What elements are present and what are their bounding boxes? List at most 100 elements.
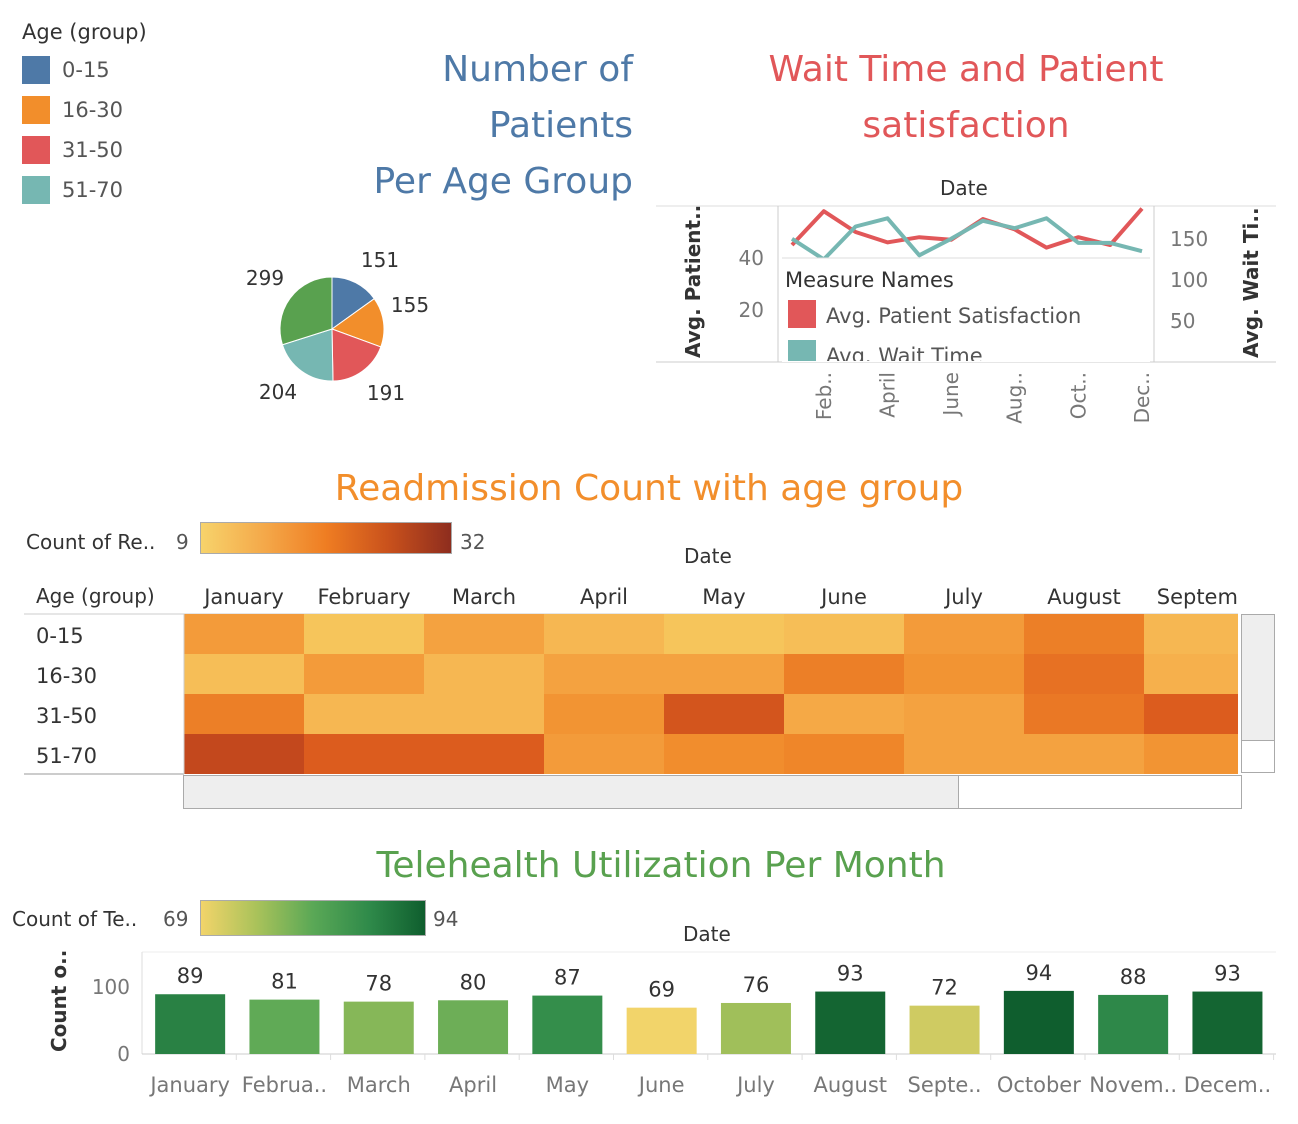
heatmap-cell[interactable] xyxy=(664,694,784,734)
heatmap-cell[interactable] xyxy=(1144,734,1264,774)
telehealth-bar[interactable] xyxy=(1098,994,1169,1054)
heatmap-cell[interactable] xyxy=(784,654,904,694)
heatmap-cell[interactable] xyxy=(664,614,784,654)
heatmap-cell[interactable] xyxy=(784,694,904,734)
heatmap-column-header: March xyxy=(452,585,516,609)
pie-slice[interactable] xyxy=(331,276,375,330)
vertical-scroll-thumb[interactable] xyxy=(1242,615,1274,741)
heatmap-cell[interactable] xyxy=(664,734,784,774)
heatmap-cell[interactable] xyxy=(664,654,784,694)
telehealth-bar-chart: Count o.. 0 100 89 January 81 Februa.. 78 March… xyxy=(47,950,1276,1097)
heatmap-vertical-scrollbar[interactable] xyxy=(1241,614,1275,773)
heatmap-cell[interactable] xyxy=(184,654,304,694)
heatmap-column-header: April xyxy=(580,585,628,609)
legend-item-51-70[interactable]: 51-70 xyxy=(22,170,147,210)
heatmap-cell[interactable] xyxy=(904,694,1024,734)
telehealth-bar[interactable] xyxy=(249,999,320,1054)
bar-value-label: 87 xyxy=(554,966,581,990)
legend-item-0-15[interactable]: 0-15 xyxy=(22,50,147,90)
heatmap-row-header: 0-15 xyxy=(36,624,84,648)
heatmap-cell[interactable] xyxy=(184,694,304,734)
telehealth-bar[interactable] xyxy=(720,1002,791,1054)
pie-slice[interactable] xyxy=(279,276,333,346)
legend-label: 16-30 xyxy=(62,98,124,122)
telehealth-chart-title: Telehealth Utilization Per Month xyxy=(376,845,946,886)
heatmap-cell[interactable] xyxy=(304,694,424,734)
readmission-color-ramp xyxy=(200,522,452,554)
telehealth-bar[interactable] xyxy=(909,1005,980,1054)
heatmap-cell[interactable] xyxy=(904,654,1024,694)
bar-value-label: 80 xyxy=(460,970,487,994)
telehealth-bar[interactable] xyxy=(1003,990,1074,1054)
heatmap-cell[interactable] xyxy=(424,654,544,694)
heatmap-cell[interactable] xyxy=(1024,734,1144,774)
legend-label-wait[interactable]: Avg. Wait Time xyxy=(826,344,983,368)
heatmap-cell[interactable] xyxy=(1024,694,1144,734)
heatmap-cell[interactable] xyxy=(784,614,904,654)
telehealth-bar[interactable] xyxy=(532,995,603,1054)
x-axis-tick: Aug.. xyxy=(1003,372,1027,424)
bar-value-label: 69 xyxy=(648,978,675,1002)
heatmap-cell[interactable] xyxy=(304,734,424,774)
heatmap-cell[interactable] xyxy=(1144,694,1264,734)
heatmap-cell[interactable] xyxy=(304,614,424,654)
heatmap-cell[interactable] xyxy=(544,734,664,774)
pie-slice[interactable] xyxy=(281,328,334,382)
bar-value-label: 94 xyxy=(1025,961,1052,985)
heatmap-cell[interactable] xyxy=(1144,614,1264,654)
telehealth-legend-max: 94 xyxy=(433,907,459,931)
patients-title-line3: Per Age Group xyxy=(373,161,634,202)
x-axis-tick: May xyxy=(546,1073,589,1097)
telehealth-legend-min: 69 xyxy=(163,907,189,931)
telehealth-bar[interactable] xyxy=(815,991,886,1054)
telehealth-bar[interactable] xyxy=(1192,991,1263,1054)
heatmap-cell[interactable] xyxy=(424,694,544,734)
legend-item-31-50[interactable]: 31-50 xyxy=(22,130,147,170)
legend-label-satisfaction[interactable]: Avg. Patient Satisfaction xyxy=(826,304,1081,328)
series-line[interactable] xyxy=(790,216,1143,262)
legend-label: 31-50 xyxy=(62,138,124,162)
heatmap-cell[interactable] xyxy=(1024,654,1144,694)
heatmap-horizontal-scrollbar[interactable] xyxy=(183,775,1242,809)
telehealth-bar[interactable] xyxy=(438,1000,509,1054)
legend-item-16-30[interactable]: 16-30 xyxy=(22,90,147,130)
patients-title-line1: Number of xyxy=(442,49,633,90)
bar-value-label: 78 xyxy=(365,972,392,996)
x-axis-tick: Septe.. xyxy=(908,1073,982,1097)
heatmap-cell[interactable] xyxy=(184,614,304,654)
heatmap-cell[interactable] xyxy=(184,734,304,774)
heatmap-cell[interactable] xyxy=(424,614,544,654)
heatmap-cell[interactable] xyxy=(784,734,904,774)
telehealth-bar[interactable] xyxy=(626,1007,697,1054)
telehealth-bar[interactable] xyxy=(155,994,226,1054)
heatmap-cell[interactable] xyxy=(904,734,1024,774)
heatmap-cell[interactable] xyxy=(1144,654,1264,694)
pie-slice-label: 191 xyxy=(367,381,405,405)
heatmap-cell[interactable] xyxy=(424,734,544,774)
heatmap-cell[interactable] xyxy=(544,614,664,654)
x-axis-tick: July xyxy=(735,1073,775,1097)
pie-slice[interactable] xyxy=(331,328,382,382)
legend-label: 51-70 xyxy=(62,178,124,202)
heatmap-cell[interactable] xyxy=(904,614,1024,654)
pie-slice[interactable] xyxy=(330,298,385,348)
heatmap-cell[interactable] xyxy=(304,654,424,694)
heatmap-column-header: July xyxy=(943,585,983,609)
legend-swatch xyxy=(22,136,50,164)
readmission-chart-title: Readmission Count with age group xyxy=(334,468,964,509)
horizontal-scroll-thumb[interactable] xyxy=(184,776,959,808)
x-axis-tick: January xyxy=(148,1073,230,1097)
patients-title-line2: Patients xyxy=(488,105,633,146)
telehealth-bar[interactable] xyxy=(343,1001,414,1054)
right-axis-tick: 150 xyxy=(1170,227,1208,251)
heatmap-column-header: June xyxy=(819,585,867,609)
wait-chart-title: Wait Time and Patient satisfaction xyxy=(666,42,1266,154)
legend-swatch xyxy=(22,176,50,204)
readmission-legend-max: 32 xyxy=(460,530,486,554)
wait-satisfaction-line-chart: Measure Names Avg. Patient Satisfaction … xyxy=(656,205,1276,424)
heatmap-cell[interactable] xyxy=(544,654,664,694)
heatmap-cell[interactable] xyxy=(544,694,664,734)
heatmap-cell[interactable] xyxy=(1024,614,1144,654)
legend-swatch xyxy=(22,96,50,124)
x-axis-tick: April xyxy=(449,1073,497,1097)
